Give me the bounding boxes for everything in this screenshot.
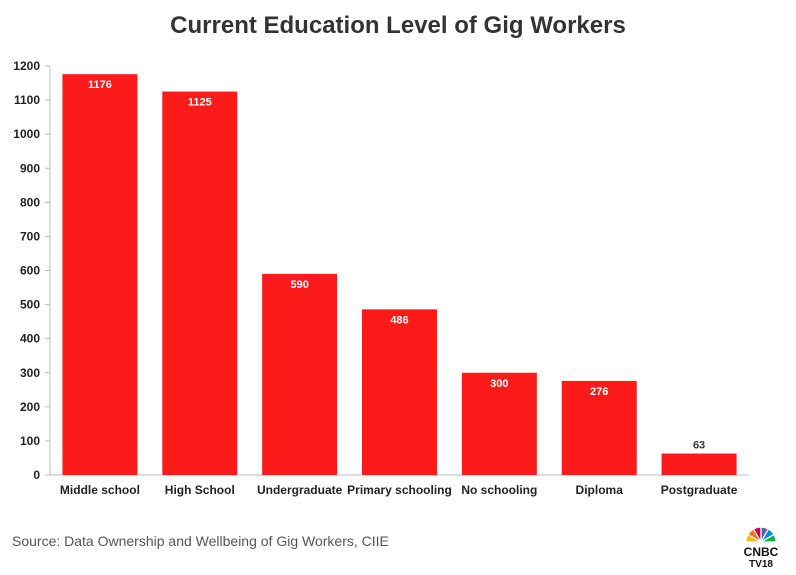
bar [262, 273, 338, 475]
y-tick-label: 700 [20, 229, 40, 243]
y-tick-label: 200 [20, 400, 40, 414]
y-tick-label: 500 [20, 298, 40, 312]
bar-value-label: 1176 [88, 79, 112, 91]
y-tick-label: 600 [20, 264, 40, 278]
x-category-label: Diploma [576, 483, 624, 497]
bar [661, 453, 737, 475]
peacock-icon [745, 526, 777, 545]
x-category-label: Undergraduate [257, 483, 343, 497]
bar [561, 380, 637, 475]
chart-title: Current Education Level of Gig Workers [170, 12, 626, 39]
bar [62, 74, 138, 476]
y-tick-label: 0 [33, 468, 40, 482]
bar-value-label: 590 [290, 279, 308, 291]
y-tick-label: 300 [20, 366, 40, 380]
bar-value-label: 276 [590, 386, 608, 398]
source-note: Source: Data Ownership and Wellbeing of … [12, 533, 389, 549]
y-tick-label: 100 [20, 434, 40, 448]
x-category-label: High School [165, 483, 235, 497]
y-tick-label: 800 [20, 195, 40, 209]
logo-text: CNBC [744, 545, 779, 559]
bar-value-labels: 1176 1125 590 486 300 276 63 [88, 79, 705, 451]
logo-subtext: TV18 [749, 559, 773, 570]
x-category-label: Middle school [60, 483, 140, 497]
y-tick-label: 1200 [13, 59, 40, 73]
bar [362, 309, 437, 475]
x-category-label: No schooling [461, 483, 537, 497]
x-axis-labels: Middle school High School Undergraduate Pri… [60, 483, 738, 497]
bar-value-label: 486 [390, 314, 408, 326]
bar [162, 91, 238, 475]
bar-chart: 0 100 200 300 400 500 600 700 800 900 1000 1100 1200… [13, 59, 749, 497]
x-category-label: Primary schooling [347, 483, 452, 497]
y-tick-label: 400 [20, 332, 40, 346]
bar-value-label: 63 [693, 440, 705, 452]
bar-value-label: 1125 [188, 97, 212, 109]
y-axis-ticks: 0 100 200 300 400 500 600 700 800 900 1000 1100 1200 [13, 59, 50, 482]
logo-feather [758, 533, 777, 543]
y-tick-label: 1100 [14, 93, 40, 107]
bar-value-label: 300 [490, 378, 508, 390]
y-tick-label: 900 [20, 161, 40, 175]
y-tick-label: 1000 [13, 127, 40, 141]
bar [461, 372, 537, 475]
cnbc-tv18-logo: CNBC TV18 [744, 526, 779, 570]
bars [62, 74, 737, 476]
x-category-label: Postgraduate [661, 483, 738, 497]
